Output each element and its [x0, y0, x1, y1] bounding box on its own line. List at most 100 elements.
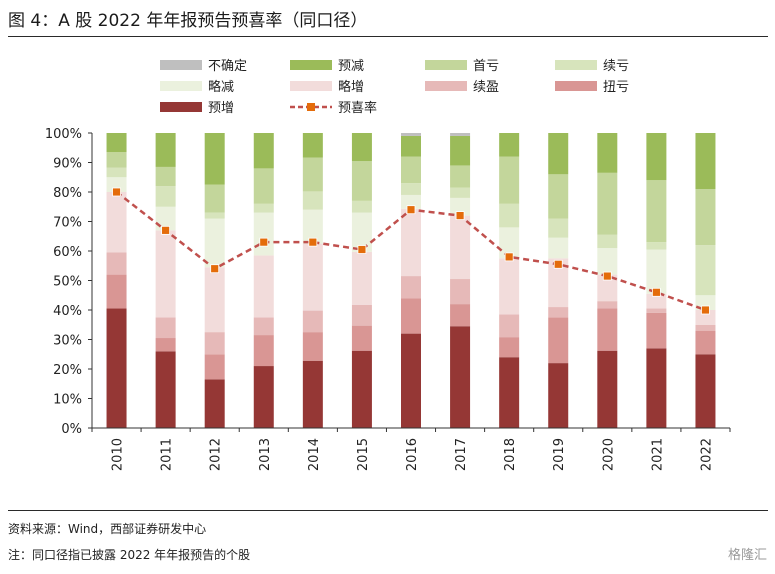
legend-item: 预减 — [290, 59, 364, 74]
bar-segment — [351, 251, 372, 305]
y-tick-label: 50% — [53, 275, 82, 290]
bar-segment — [597, 172, 618, 235]
legend-swatch — [290, 60, 332, 70]
bar-segment — [302, 133, 323, 158]
bar-segment — [253, 335, 274, 367]
bar-segment — [499, 156, 520, 204]
line-marker — [112, 187, 121, 197]
bar-segment — [450, 197, 471, 216]
bar-segment — [253, 203, 274, 213]
legend-label: 预喜率 — [338, 100, 377, 116]
bar-segment — [302, 360, 323, 428]
x-tick-label: 2019 — [552, 438, 567, 471]
legend-swatch — [160, 102, 202, 112]
legend-label: 预减 — [338, 59, 364, 74]
top-divider — [8, 36, 768, 37]
legend-label: 续亏 — [603, 59, 629, 74]
source-note: 资料来源：Wind，西部证券研发中心 — [8, 522, 207, 536]
legend-item: 续盈 — [425, 80, 499, 95]
bar-segment — [401, 333, 421, 428]
bar-segment — [450, 187, 471, 198]
bar-segment — [499, 357, 520, 428]
legend-item: 续亏 — [555, 59, 629, 74]
bar-segment — [351, 161, 372, 201]
x-tick-label: 2022 — [699, 438, 714, 471]
x-axis: 2010 2011 2012 2013 2014 2015 2016 2017 2018 2019… — [91, 427, 731, 471]
bar-segment — [695, 245, 716, 296]
bar-segment — [401, 135, 421, 157]
bar-segment — [302, 310, 323, 333]
bar-segment — [695, 189, 716, 246]
bar-segment — [253, 317, 274, 336]
bar-segment — [695, 330, 716, 355]
bottom-divider — [8, 510, 768, 511]
bar-segment — [548, 218, 569, 238]
bar-segment — [646, 133, 667, 181]
bar-segment — [401, 298, 421, 334]
legend-label: 略增 — [338, 79, 364, 95]
bar-segment — [401, 183, 421, 195]
bar-segment — [695, 295, 716, 310]
bar-segment — [106, 133, 127, 153]
bar-segment — [597, 234, 618, 249]
bar-segment — [204, 218, 225, 268]
bar-segment — [204, 184, 225, 213]
chart-title: 图 4：A 股 2022 年年报预告预喜率（同口径） — [8, 11, 368, 31]
bar-segment — [351, 200, 372, 213]
bar-segment — [695, 310, 716, 325]
bar-segment — [499, 203, 520, 228]
bar-segment — [253, 212, 274, 256]
bar-segment — [302, 332, 323, 361]
x-tick-label: 2020 — [601, 438, 616, 471]
legend-label: 不确定 — [208, 59, 247, 74]
bar-segment — [302, 243, 323, 311]
line-marker — [308, 237, 318, 247]
legend-swatch — [160, 81, 202, 91]
line-marker — [701, 305, 710, 315]
line-marker — [259, 237, 269, 247]
bar-segment — [253, 366, 274, 428]
bar-segment — [351, 350, 372, 428]
bar-segment — [401, 194, 421, 209]
y-tick-label: 10% — [53, 393, 82, 408]
legend-swatch — [555, 60, 597, 70]
legend-swatch — [425, 81, 467, 91]
bar-segment — [646, 249, 667, 294]
line-marker — [357, 245, 367, 254]
y-tick-label: 90% — [53, 157, 82, 172]
legend-item: 略减 — [160, 79, 234, 95]
y-tick-label: 0% — [61, 422, 82, 437]
bar-segment — [155, 133, 176, 167]
legend-label: 首亏 — [473, 59, 499, 74]
bar-segment — [401, 208, 421, 277]
legend-swatch — [425, 60, 467, 70]
y-tick-label: 70% — [53, 216, 82, 231]
bar-segment — [646, 312, 667, 349]
legend-item: 首亏 — [425, 59, 499, 74]
x-tick-label: 2012 — [209, 438, 224, 471]
line-marker — [602, 271, 612, 281]
bar-segment — [204, 133, 225, 185]
bar-segment — [597, 133, 618, 173]
bar-segment — [351, 325, 372, 351]
y-tick-label: 60% — [53, 245, 82, 260]
x-tick-label: 2010 — [111, 438, 126, 471]
line-series — [112, 187, 710, 315]
bars — [106, 133, 716, 428]
bar-segment — [253, 133, 274, 169]
bar-segment — [450, 326, 471, 428]
bar-segment — [351, 133, 372, 162]
bar-segment — [302, 191, 323, 210]
bar-segment — [204, 379, 225, 428]
bar-segment — [106, 252, 127, 275]
bar-segment — [646, 348, 667, 428]
bar-segment — [695, 324, 716, 331]
legend-label: 续盈 — [473, 80, 499, 95]
bar-segment — [204, 332, 225, 355]
bar-segment — [548, 317, 569, 364]
bar-segment — [597, 308, 618, 351]
x-tick-label: 2014 — [307, 438, 322, 471]
bar-segment — [450, 279, 471, 305]
bar-segment — [450, 135, 471, 166]
